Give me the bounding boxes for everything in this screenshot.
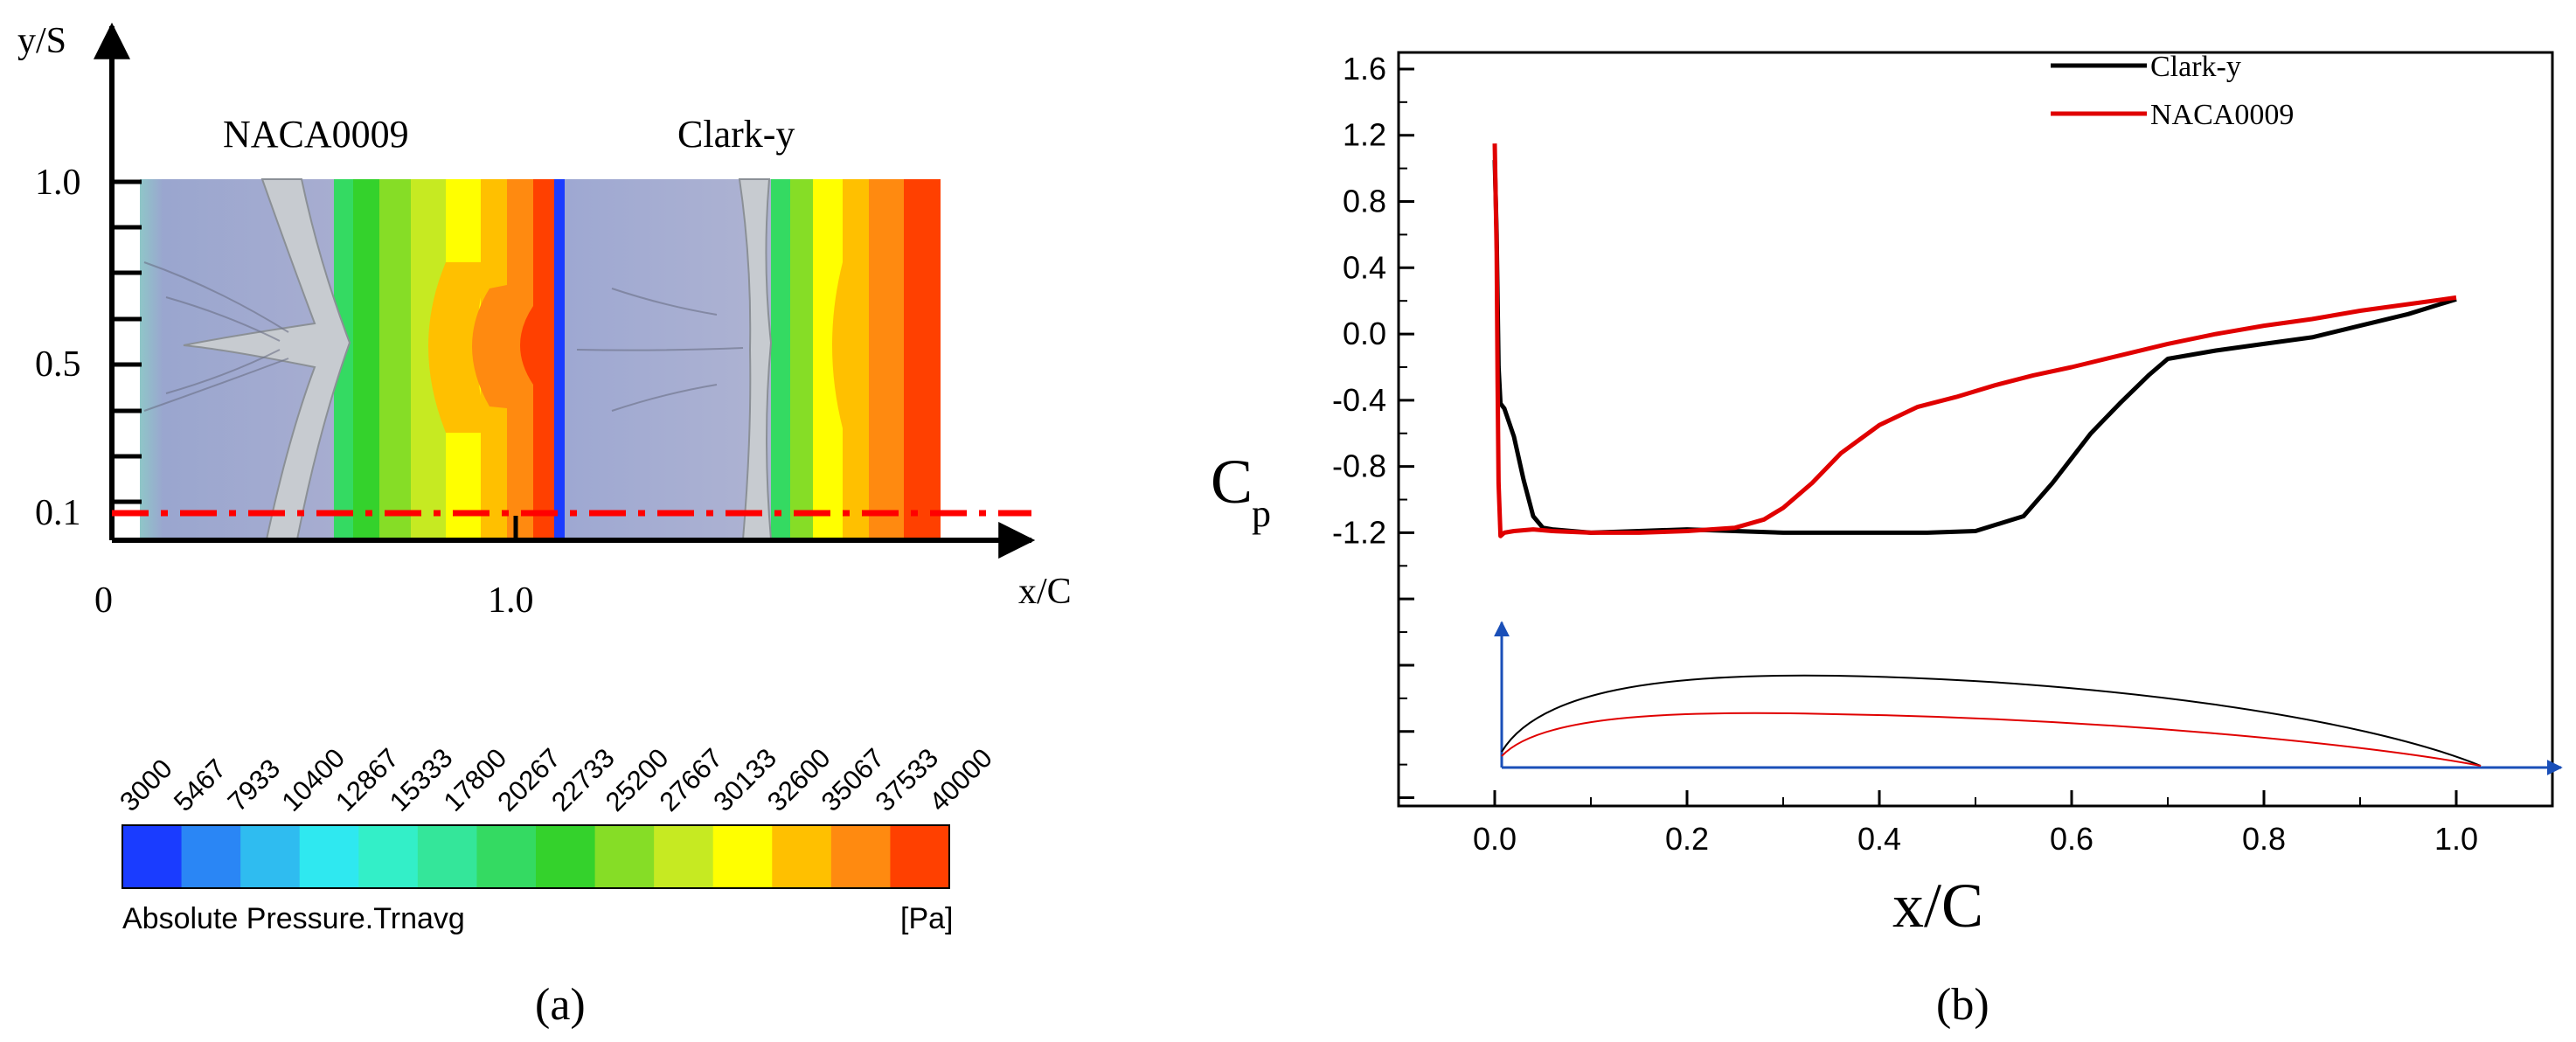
colorbar-labels: 3000546779331040012867153331780020267227… [114, 742, 998, 817]
series-line-naca0009 [1492, 143, 2457, 538]
colorbar-swatch [358, 825, 419, 888]
y-tick-label: 1.6 [1343, 51, 1386, 87]
y-tick-label: -1.2 [1332, 514, 1386, 550]
colorbar-level-label: 40000 [923, 742, 998, 817]
caption-a: (a) [535, 980, 586, 1030]
y-tick-label: -0.4 [1332, 382, 1386, 418]
y-axis-label-a: y/S [17, 21, 66, 61]
colorbar-level-label: 5467 [168, 753, 233, 817]
y-tick-0.5: 0.5 [35, 344, 81, 385]
y-ticks-a [112, 179, 518, 540]
legend: Clark-y NACA0009 [2051, 51, 2294, 131]
x-tick-0: 0 [94, 580, 113, 621]
colorbar: 3000546779331040012867153331780020267227… [114, 742, 998, 935]
y-tick-0.1: 0.1 [35, 493, 81, 533]
x-tick-label: 1.0 [2434, 821, 2478, 857]
colorbar-swatch [890, 825, 950, 888]
series-b [1492, 143, 2457, 538]
x-axis-label-b: x/C [1892, 871, 1983, 941]
inset-profiles [1494, 621, 2563, 775]
y-axis-label-b-sub: p [1252, 492, 1271, 535]
colorbar-level-label: 3000 [114, 753, 178, 817]
x-tick-label: 0.6 [2050, 821, 2093, 857]
x-axis-label-a: x/C [1018, 572, 1072, 612]
profile-clarky [1501, 674, 2482, 767]
x-tick-label: 0.2 [1665, 821, 1709, 857]
contour-naca0009 [140, 178, 594, 540]
x-tick-1: 1.0 [488, 580, 534, 621]
colorbar-swatch [417, 825, 477, 888]
colorbar-swatch [122, 825, 183, 888]
y-axis-label-b: C [1211, 447, 1253, 517]
caption-b: (b) [1936, 980, 1989, 1030]
x-tick-label: 0.8 [2242, 821, 2286, 857]
colorbar-swatch [476, 825, 537, 888]
plot-frame [1397, 51, 2554, 808]
profile-naca0009 [1501, 712, 2482, 767]
panel-a: y/S x/C 0 1.0 1.0 0.5 0.1 NACA0009 Clark… [17, 21, 1072, 1030]
colorbar-swatch [772, 825, 832, 888]
y-tick-label: 0.8 [1343, 184, 1386, 219]
contour-clarky [554, 178, 941, 540]
colorbar-level-label: 7933 [222, 753, 287, 817]
panel-b: 1.6 1.2 0.8 0.4 0.0 -0.4 -0.8 -1.2 0.0 0.2 0.4 0.6 0… [1211, 51, 2563, 1030]
colorbar-swatch [240, 825, 301, 888]
legend-label-naca0009: NACA0009 [2150, 99, 2294, 131]
colorbar-unit: [Pa] [900, 902, 953, 935]
y-tick-label: 0.0 [1343, 316, 1386, 351]
y-tick-1.0: 1.0 [35, 163, 81, 203]
colorbar-title: Absolute Pressure.Trnavg [122, 902, 465, 935]
y-tick-label: 0.4 [1343, 249, 1386, 285]
colorbar-swatch [299, 825, 359, 888]
colorbar-swatch [654, 825, 714, 888]
legend-label-clarky: Clark-y [2150, 51, 2241, 83]
series-line-clark-y [1492, 160, 2457, 535]
x-tick-label: 0.0 [1473, 821, 1517, 857]
ticks-b: 1.6 1.2 0.8 0.4 0.0 -0.4 -0.8 -1.2 0.0 0.2 0.4 0.6 0… [1332, 51, 2553, 857]
title-naca0009: NACA0009 [223, 113, 409, 156]
title-clarky: Clark-y [677, 113, 795, 156]
colorbar-swatch [712, 825, 773, 888]
colorbar-swatch [181, 825, 241, 888]
colorbar-swatch [536, 825, 596, 888]
colorbar-swatches [122, 825, 950, 888]
y-tick-label: -0.8 [1332, 448, 1386, 484]
y-tick-label: 1.2 [1343, 117, 1386, 153]
x-tick-label: 0.4 [1857, 821, 1901, 857]
colorbar-swatch [830, 825, 891, 888]
colorbar-swatch [594, 825, 655, 888]
